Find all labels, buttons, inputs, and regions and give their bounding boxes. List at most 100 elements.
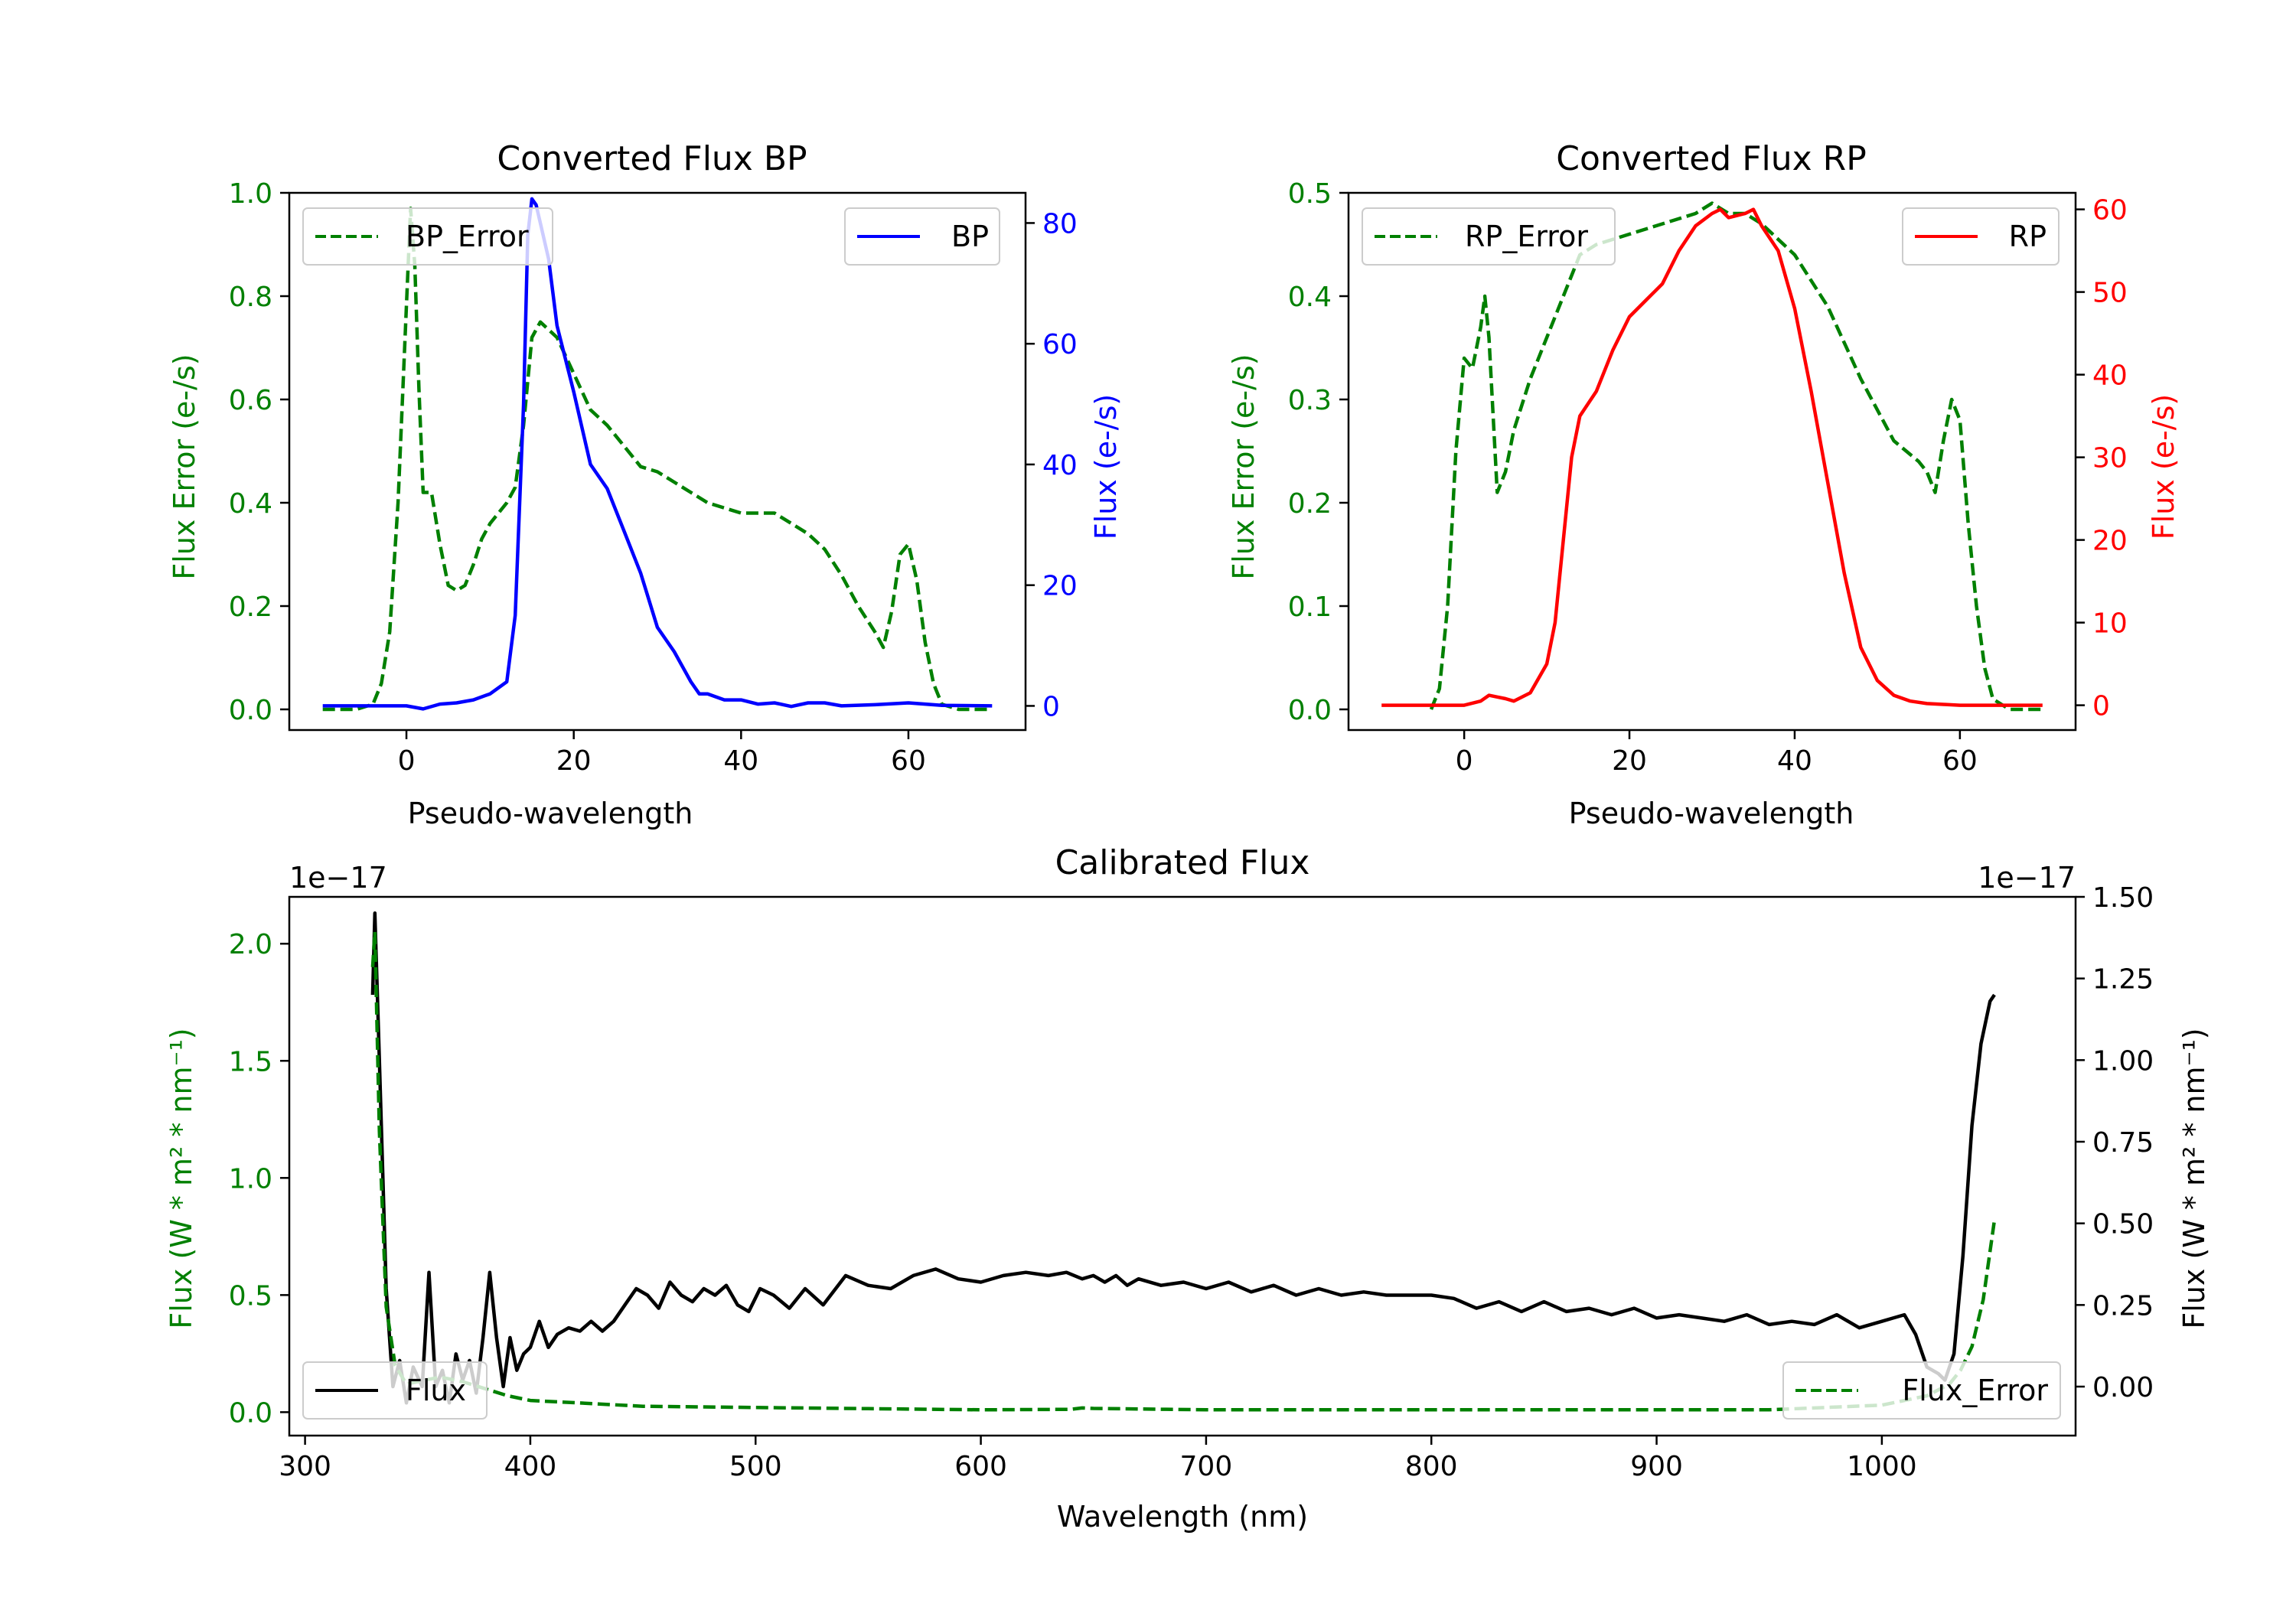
rp-legend-flux-label: RP bbox=[2009, 220, 2047, 253]
calibrated-right-y-label: Flux (W * m² * nm⁻¹) bbox=[2177, 1028, 2211, 1328]
rp-series-rp bbox=[1381, 207, 2043, 707]
rp-legend-right-box bbox=[1902, 207, 2060, 266]
cal-right-y-tick-label: 0.75 bbox=[2092, 1127, 2154, 1159]
bp-legend-flux-label: BP bbox=[951, 220, 989, 253]
cal-left-y-tick-label: 1.0 bbox=[229, 1163, 272, 1195]
cal-right-y-tick-label: 0.50 bbox=[2092, 1209, 2154, 1240]
bp-left-y-tick-label: 0.8 bbox=[229, 282, 272, 313]
rp-right-y-tick-label: 10 bbox=[2092, 608, 2128, 640]
bp-series-group bbox=[322, 197, 993, 712]
bp-legend-right: BP bbox=[844, 207, 1000, 266]
rp-title: Converted Flux RP bbox=[1556, 139, 1867, 178]
cal-x-tick-label: 900 bbox=[1630, 1451, 1683, 1482]
bp-x-tick-label: 0 bbox=[398, 745, 416, 777]
calibrated-left-y-label: Flux (W * m² * nm⁻¹) bbox=[165, 1028, 198, 1328]
cal-left-y-tick-label: 0.5 bbox=[229, 1280, 272, 1312]
rp-series-group bbox=[1381, 201, 2043, 712]
rp-legend-left: RP_Error bbox=[1362, 207, 1616, 266]
bp-right-y-tick-label: 80 bbox=[1042, 208, 1078, 240]
calibrated-right-offset-text: 1e−17 bbox=[1978, 861, 2076, 895]
rp-x-tick-label: 60 bbox=[1942, 745, 1978, 777]
bp-x-tick-label: 20 bbox=[556, 745, 592, 777]
calibrated-panel: Calibrated Flux Wavelength (nm) Flux (W … bbox=[165, 843, 2211, 1534]
rp-left-y-label: Flux Error (e-/s) bbox=[1227, 354, 1261, 579]
rp-left-y-tick-label: 0.3 bbox=[1288, 385, 1332, 416]
rp-right-y-tick-label: 0 bbox=[2092, 691, 2110, 722]
rp-legend-left-box bbox=[1362, 207, 1616, 266]
cal-x-tick-label: 800 bbox=[1405, 1451, 1458, 1482]
bp-legend-right-box bbox=[844, 207, 1000, 266]
cal-right-y-tick-label: 1.25 bbox=[2092, 964, 2154, 996]
calibrated-title: Calibrated Flux bbox=[1055, 843, 1310, 882]
bp-right-y-tick-label: 40 bbox=[1042, 450, 1078, 481]
bp-series-bp bbox=[322, 197, 993, 711]
calibrated-legend-right: Flux_Error bbox=[1782, 1361, 2061, 1420]
bp-left-y-label: Flux Error (e-/s) bbox=[168, 354, 201, 579]
rp-right-y-label: Flux (e-/s) bbox=[2147, 394, 2180, 539]
cal-x-tick-label: 400 bbox=[504, 1451, 557, 1482]
bp-right-y-tick-label: 20 bbox=[1042, 571, 1078, 602]
cal-x-tick-label: 500 bbox=[729, 1451, 782, 1482]
bp-panel: Converted Flux BP Pseudo-wavelength Flux… bbox=[168, 139, 1123, 830]
cal-right-y-tick-label: 0.00 bbox=[2092, 1372, 2154, 1403]
bp-left-y-tick-label: 0.2 bbox=[229, 592, 272, 623]
calibrated-legend-right-box bbox=[1782, 1361, 2061, 1420]
rp-left-y-tick-label: 0.1 bbox=[1288, 592, 1332, 623]
rp-series-rp-error bbox=[1429, 201, 2043, 712]
cal-x-tick-label: 1000 bbox=[1847, 1451, 1917, 1482]
bp-left-y-tick-label: 0.4 bbox=[229, 488, 272, 520]
cal-right-y-tick-label: 1.50 bbox=[2092, 882, 2154, 914]
rp-left-y-tick-label: 0.0 bbox=[1288, 695, 1332, 726]
rp-legend-error-label: RP_Error bbox=[1465, 220, 1588, 253]
rp-left-y-tick-label: 0.4 bbox=[1288, 282, 1332, 313]
cal-left-y-tick-label: 0.0 bbox=[229, 1397, 272, 1429]
calibrated-x-label: Wavelength (nm) bbox=[1057, 1500, 1308, 1534]
rp-frame bbox=[1347, 191, 2077, 732]
rp-right-y-tick-label: 30 bbox=[2092, 443, 2128, 474]
bp-right-y-tick-label: 60 bbox=[1042, 329, 1078, 360]
rp-left-y-tick-label: 0.2 bbox=[1288, 488, 1332, 520]
bp-x-tick-label: 40 bbox=[723, 745, 758, 777]
rp-x-label: Pseudo-wavelength bbox=[1569, 797, 1854, 830]
bp-legend-error-label: BP_Error bbox=[406, 220, 529, 253]
calibrated-left-offset-text: 1e−17 bbox=[289, 861, 387, 895]
rp-right-y-tick-label: 40 bbox=[2092, 360, 2128, 392]
calibrated-legend-error-label: Flux_Error bbox=[1902, 1374, 2048, 1407]
rp-legend-right: RP bbox=[1902, 207, 2060, 266]
cal-x-tick-label: 300 bbox=[279, 1451, 331, 1482]
bp-x-label: Pseudo-wavelength bbox=[408, 797, 693, 830]
bp-left-y-tick-label: 0.0 bbox=[229, 695, 272, 726]
cal-left-y-tick-label: 1.5 bbox=[229, 1046, 272, 1077]
bp-right-y-label: Flux (e-/s) bbox=[1089, 394, 1123, 539]
rp-left-y-tick-label: 0.5 bbox=[1288, 178, 1332, 210]
cal-right-y-tick-label: 0.25 bbox=[2092, 1290, 2154, 1322]
bp-x-tick-label: 60 bbox=[891, 745, 926, 777]
cal-x-tick-label: 700 bbox=[1180, 1451, 1233, 1482]
bp-series-bp-error bbox=[322, 207, 993, 712]
bp-title: Converted Flux BP bbox=[497, 139, 807, 178]
bp-plot-area: 0 20 40 60 0.0 0.2 0.4 0.6 0.8 1.0 0 20 40 60 80 bbox=[229, 178, 1078, 777]
bp-left-y-tick-label: 1.0 bbox=[229, 178, 272, 210]
rp-x-tick-label: 0 bbox=[1456, 745, 1473, 777]
rp-x-tick-label: 40 bbox=[1777, 745, 1812, 777]
rp-right-y-tick-label: 50 bbox=[2092, 278, 2128, 309]
bp-legend-left-box bbox=[302, 207, 553, 266]
bp-left-y-tick-label: 0.6 bbox=[229, 385, 272, 416]
calibrated-legend-left: Flux bbox=[302, 1361, 488, 1420]
calibrated-legend-left-box bbox=[302, 1361, 488, 1420]
cal-x-tick-label: 600 bbox=[954, 1451, 1007, 1482]
bp-legend-left: BP_Error bbox=[302, 207, 553, 266]
cal-right-y-tick-label: 1.00 bbox=[2092, 1045, 2154, 1077]
cal-series-flux bbox=[370, 911, 1996, 1405]
bp-frame bbox=[288, 191, 1027, 732]
rp-x-tick-label: 20 bbox=[1612, 745, 1647, 777]
rp-panel: Converted Flux RP Pseudo-wavelength Flux… bbox=[1227, 139, 2180, 830]
rp-right-y-tick-label: 20 bbox=[2092, 526, 2128, 557]
rp-plot-area: 0 20 40 60 0.0 0.1 0.2 0.3 0.4 0.5 0 10 20 30 40 50 60 bbox=[1288, 178, 2128, 777]
bp-right-y-tick-label: 0 bbox=[1042, 691, 1060, 722]
cal-frame bbox=[288, 895, 2077, 1437]
calibrated-legend-flux-label: Flux bbox=[406, 1374, 466, 1407]
rp-right-y-tick-label: 60 bbox=[2092, 195, 2128, 227]
